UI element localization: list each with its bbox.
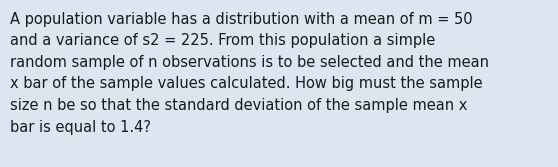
Text: A population variable has a distribution with a mean of m = 50
and a variance of: A population variable has a distribution…: [10, 12, 489, 135]
